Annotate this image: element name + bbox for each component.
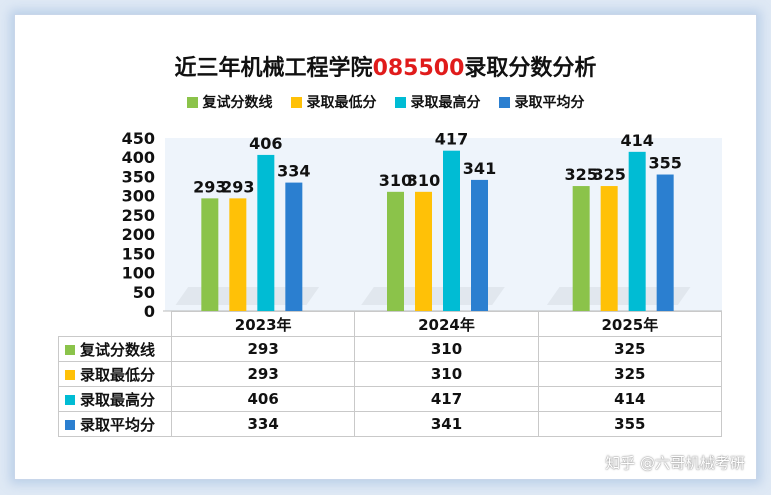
legend-swatch	[498, 96, 510, 108]
data-label: 310	[407, 171, 440, 190]
table-col-header: 2024年	[354, 311, 539, 337]
table-cell: 355	[537, 411, 723, 437]
legend-key	[65, 395, 75, 405]
y-tick-label: 50	[133, 283, 155, 302]
table-row-label: 录取最高分	[58, 386, 172, 412]
table-col-header: 2025年	[537, 311, 723, 337]
bar	[628, 151, 646, 311]
table-cell: 414	[537, 386, 723, 412]
bar	[415, 191, 432, 311]
y-tick-label: 350	[122, 167, 155, 186]
table-cell: 293	[170, 336, 356, 362]
bar	[257, 154, 275, 311]
legend-key	[65, 420, 75, 430]
y-tick-label: 150	[122, 244, 155, 263]
bar	[600, 186, 618, 311]
data-table: 2023年 2024年 2025年 复试分数线 293 310 325 录取最低…	[58, 311, 723, 437]
table-header-row: 2023年 2024年 2025年	[58, 311, 723, 337]
data-label: 325	[564, 165, 597, 184]
data-label: 414	[620, 131, 653, 150]
legend-item: 录取最高分	[394, 92, 481, 112]
data-label: 293	[193, 177, 226, 196]
table-corner	[58, 311, 172, 337]
y-tick-label: 100	[122, 264, 155, 283]
legend-swatch	[186, 96, 198, 108]
y-tick-label: 200	[122, 225, 155, 244]
table-cell: 293	[170, 361, 356, 387]
bar	[387, 191, 404, 311]
table-cell: 341	[354, 411, 539, 437]
y-tick-label: 450	[122, 129, 155, 148]
legend-key	[65, 345, 75, 355]
bar	[656, 174, 674, 311]
table-cell: 334	[170, 411, 356, 437]
data-label: 355	[648, 154, 681, 173]
table-cell: 325	[537, 361, 723, 387]
bar	[443, 150, 460, 311]
legend-key	[65, 370, 75, 380]
data-label: 325	[592, 165, 625, 184]
data-label: 406	[249, 134, 282, 153]
bar	[229, 198, 247, 311]
table-row: 录取最高分 406 417 414	[58, 386, 723, 412]
bar	[471, 179, 488, 311]
table-cell: 417	[354, 386, 539, 412]
table-cell: 406	[170, 386, 356, 412]
y-tick-label: 400	[122, 148, 155, 167]
data-label: 417	[435, 130, 468, 149]
table-row: 录取平均分 334 341 355	[58, 411, 723, 437]
legend-swatch	[394, 96, 406, 108]
legend-swatch	[290, 96, 302, 108]
bar	[201, 198, 219, 311]
table-col-header: 2023年	[170, 311, 356, 337]
data-label: 310	[379, 171, 412, 190]
table-row-label: 录取最低分	[58, 361, 172, 387]
bar	[285, 182, 303, 311]
table-cell: 310	[354, 336, 539, 362]
data-label: 341	[463, 159, 496, 178]
table-cell: 325	[537, 336, 723, 362]
table-row: 录取最低分 293 310 325	[58, 361, 723, 387]
table-row-label: 录取平均分	[58, 411, 172, 437]
table-cell: 310	[354, 361, 539, 387]
legend-item: 复试分数线	[186, 92, 273, 112]
table-row-label: 复试分数线	[58, 336, 172, 362]
program-code: 085500	[372, 56, 465, 81]
data-label: 293	[221, 177, 254, 196]
legend: 复试分数线 录取最低分 录取最高分 录取平均分	[0, 92, 771, 112]
legend-item: 录取最低分	[290, 92, 377, 112]
y-tick-label: 300	[122, 187, 155, 206]
legend-item: 录取平均分	[498, 92, 585, 112]
bar	[572, 186, 590, 311]
data-label: 334	[277, 162, 310, 181]
watermark: 知乎 @六哥机械考研	[605, 454, 745, 472]
y-tick-label: 250	[122, 206, 155, 225]
table-row: 复试分数线 293 310 325	[58, 336, 723, 362]
chart-title: 近三年机械工程学院085500录取分数分析	[174, 56, 597, 81]
